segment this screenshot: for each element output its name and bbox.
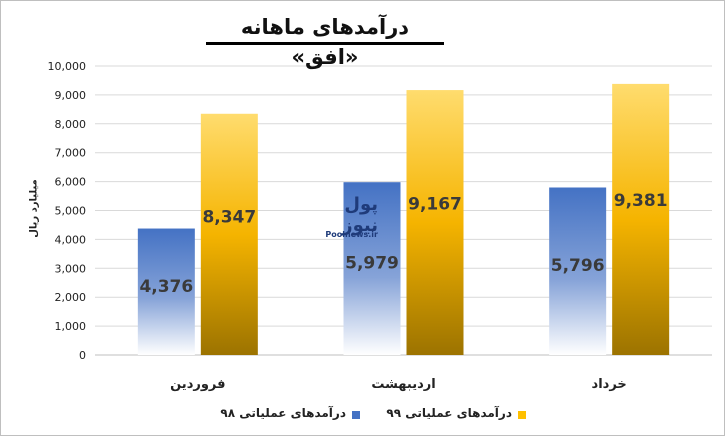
y-tick-label: 7,000 <box>55 147 87 160</box>
bar-series99 <box>200 113 258 355</box>
bar-series99 <box>612 83 670 355</box>
y-tick-label: 0 <box>79 349 86 362</box>
y-axis-label-text: میلیارد ریال <box>28 179 40 238</box>
y-tick-label: 5,000 <box>55 205 87 218</box>
bar-value-label: 5,979 <box>345 254 399 274</box>
bar-value-label: 8,347 <box>202 207 256 227</box>
bar-value-label: 4,376 <box>139 277 193 297</box>
bar-value-label: 5,796 <box>551 256 605 276</box>
legend-item-series-99: درآمدهای عملیاتی ۹۹ <box>380 406 526 422</box>
bar-series98 <box>137 228 195 355</box>
legend-label-99: درآمدهای عملیاتی ۹۹ <box>386 406 512 420</box>
watermark-logo: پول نیوز Poolnews.ir <box>325 194 378 246</box>
watermark-name: پول نیوز <box>342 194 378 236</box>
y-tick-label: 6,000 <box>55 176 87 189</box>
chart-title-text: درآمدهای ماهانه «افق» <box>240 15 410 69</box>
chart-title: درآمدهای ماهانه «افق» <box>206 12 444 69</box>
bar-value-label: 9,167 <box>408 194 462 214</box>
y-tick-label: 4,000 <box>55 233 87 246</box>
y-tick-label: 3,000 <box>55 262 87 275</box>
legend-swatch-gold <box>518 411 526 419</box>
category-label: خرداد <box>592 377 627 392</box>
legend-label-98: درآمدهای عملیاتی ۹۸ <box>220 406 346 420</box>
title-underline <box>206 42 444 45</box>
y-tick-label: 8,000 <box>55 118 87 131</box>
y-tick-label: 1,000 <box>55 320 87 333</box>
y-axis-label: میلیارد ریال <box>4 175 64 245</box>
legend-item-series-98: درآمدهای عملیاتی ۹۸ <box>220 406 360 422</box>
y-tick-label: 10,000 <box>48 60 87 73</box>
category-label: اردیبهشت <box>371 377 435 392</box>
category-label: فروردین <box>170 377 225 392</box>
legend-swatch-blue <box>352 411 360 419</box>
bar-series99 <box>406 90 464 355</box>
y-tick-label: 2,000 <box>55 291 87 304</box>
y-tick-label: 9,000 <box>55 89 87 102</box>
bar-series98 <box>549 187 607 355</box>
bar-series98 <box>343 182 401 355</box>
bar-value-label: 9,381 <box>614 191 668 211</box>
watermark-url: Poolnews.ir <box>325 230 378 239</box>
